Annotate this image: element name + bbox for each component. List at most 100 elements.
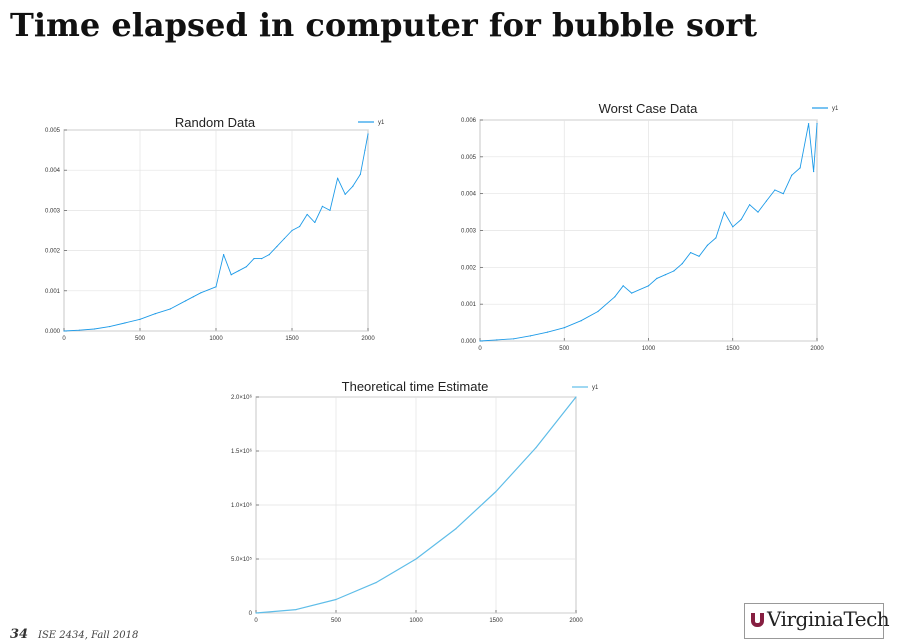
data-point (563, 327, 565, 329)
data-point (774, 189, 776, 191)
data-point (344, 193, 346, 195)
data-point (314, 221, 316, 224)
data-point (614, 296, 616, 298)
data-point (647, 285, 650, 287)
data-point (807, 123, 810, 125)
legend-label: y1 (378, 120, 385, 126)
chart-random-data: 0 500 1000 1500 2000 0.000 0.001 0.002 0.003 0.00… (45, 115, 385, 342)
data-point (124, 322, 126, 324)
chart-theoretical-time-estimate: 0 500 1000 1500 2000 0 5.0×10⁵ 1.0×10⁶ 1.5×10⁶ 2.… (231, 379, 599, 624)
data-point (230, 274, 232, 276)
data-point (732, 226, 734, 228)
data-point (715, 237, 717, 239)
data-point (299, 225, 301, 228)
data-point (223, 254, 225, 256)
data-point (622, 285, 624, 287)
data-point (813, 170, 815, 173)
data-point (765, 200, 768, 202)
data-point (791, 174, 793, 176)
data-point (78, 329, 80, 331)
y-tick-label: 2.0×10⁶ (231, 394, 253, 401)
legend-label: y1 (832, 106, 839, 112)
x-tick-label: 1500 (489, 618, 503, 624)
data-point (63, 330, 65, 332)
y-tick-label: 0.002 (461, 265, 477, 271)
data-point (698, 255, 700, 257)
data-point (375, 582, 377, 584)
shield-icon (751, 613, 764, 627)
y-tick-label: 5.0×10⁵ (231, 556, 253, 563)
data-point (93, 328, 95, 330)
data-point (673, 270, 675, 272)
y-tick-label: 0.000 (461, 339, 477, 345)
data-point (295, 609, 297, 611)
data-point (139, 318, 141, 320)
chart-title: Worst Case Data (599, 101, 699, 116)
data-point (575, 396, 577, 398)
chart-worst-case-data: 0 500 1000 1500 2000 0.000 0.001 0.002 0.003 0.00… (461, 101, 839, 352)
data-point (495, 490, 497, 493)
data-point (535, 447, 537, 449)
x-tick-label: 0 (62, 336, 66, 342)
y-tick-label: 0.005 (45, 128, 61, 134)
logo-text: VirginiaTech (767, 607, 890, 631)
y-tick-label: 0 (249, 611, 253, 617)
chart-title: Theoretical time Estimate (342, 379, 489, 394)
slide-title: Time elapsed in computer for bubble sort (10, 6, 758, 44)
y-tick-label: 0.003 (461, 229, 477, 235)
y-tick-label: 0.003 (45, 208, 61, 214)
data-point (757, 211, 759, 213)
data-point (529, 335, 532, 337)
x-tick-label: 1000 (209, 336, 223, 342)
data-point (352, 185, 354, 187)
data-point (291, 229, 293, 232)
data-point (185, 300, 187, 302)
data-point (359, 173, 361, 175)
data-point (580, 320, 582, 322)
x-tick-label: 500 (135, 336, 146, 342)
chart-title: Random Data (175, 115, 256, 130)
data-point (799, 167, 801, 169)
data-point (169, 308, 171, 310)
y-tick-label: 0.006 (461, 118, 477, 124)
y-tick-label: 1.0×10⁶ (231, 502, 253, 509)
data-point (597, 310, 599, 313)
data-point (367, 133, 369, 135)
data-point (706, 244, 709, 246)
data-point (261, 258, 263, 260)
data-point (816, 123, 818, 125)
y-tick-label: 0.004 (45, 168, 61, 174)
x-tick-label: 500 (559, 346, 570, 352)
data-point (690, 252, 692, 254)
course-label: ISE 2434, Fall 2018 (38, 630, 139, 641)
data-point (283, 237, 285, 240)
data-point (268, 254, 270, 256)
data-point (253, 258, 255, 260)
data-point (200, 292, 202, 294)
data-point (321, 205, 323, 207)
data-point (546, 331, 548, 333)
x-tick-label: 2000 (569, 618, 583, 624)
x-tick-label: 0 (478, 346, 482, 352)
data-point (664, 274, 666, 276)
y-tick-label: 0.000 (45, 329, 61, 335)
data-point (245, 266, 247, 268)
data-point (255, 612, 257, 614)
data-point (415, 558, 417, 560)
x-tick-label: 1000 (642, 346, 656, 352)
data-point (513, 338, 515, 340)
x-tick-label: 500 (331, 618, 342, 624)
data-point (337, 177, 339, 179)
y-tick-label: 0.002 (45, 249, 61, 255)
x-tick-label: 1000 (409, 618, 423, 624)
virginia-tech-logo: VirginiaTech (744, 603, 890, 639)
data-point (154, 313, 156, 315)
data-point (723, 211, 725, 213)
x-tick-label: 2000 (361, 336, 375, 342)
y-tick-label: 0.001 (461, 302, 477, 308)
data-point (455, 528, 457, 530)
data-point (276, 245, 278, 248)
x-tick-label: 1500 (726, 346, 740, 352)
x-tick-label: 1500 (285, 336, 299, 342)
data-point (681, 263, 683, 265)
